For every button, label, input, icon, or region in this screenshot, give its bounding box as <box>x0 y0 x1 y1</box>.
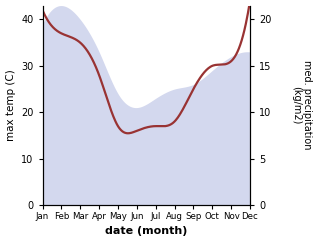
X-axis label: date (month): date (month) <box>105 227 187 236</box>
Y-axis label: max temp (C): max temp (C) <box>5 69 16 141</box>
Y-axis label: med. precipitation
(kg/m2): med. precipitation (kg/m2) <box>291 60 313 150</box>
